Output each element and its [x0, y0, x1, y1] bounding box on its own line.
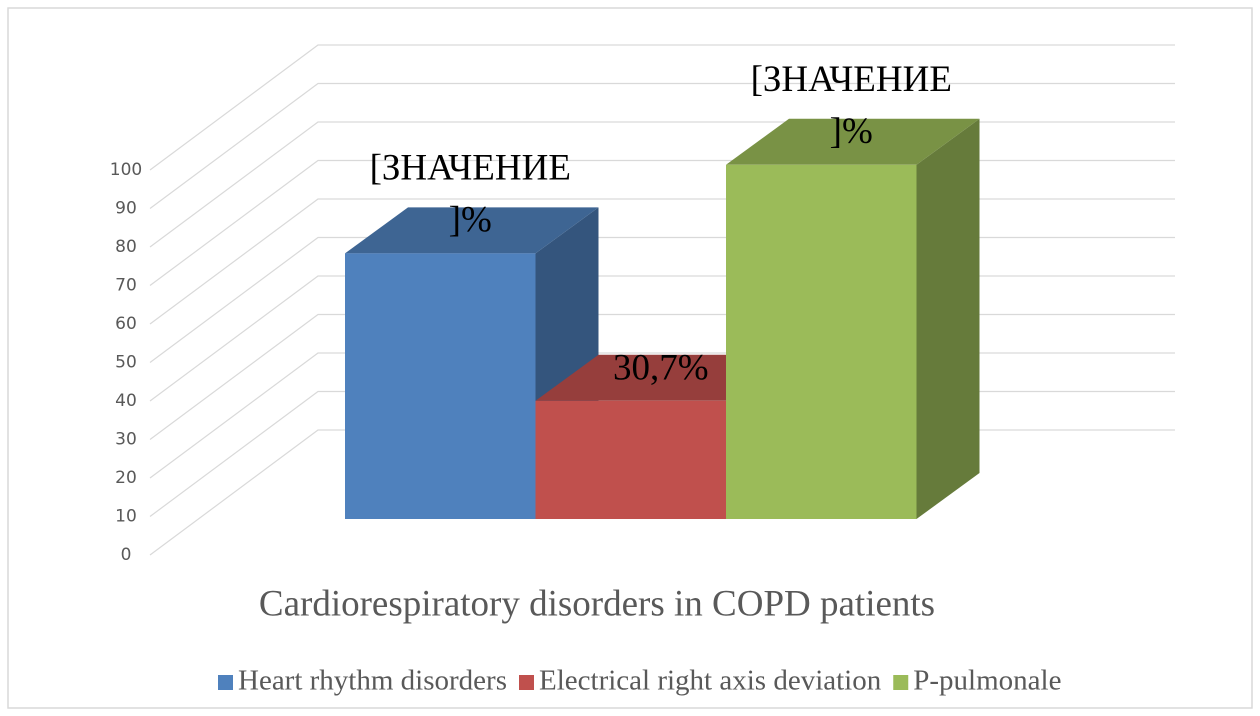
y-tick-label: 90	[115, 199, 137, 219]
data-label-line: ]%	[830, 111, 873, 152]
bar-front	[535, 400, 726, 519]
bar	[726, 118, 980, 520]
y-tick-label: 40	[115, 391, 137, 411]
category-label: Cardiorespiratory disorders in COPD pati…	[259, 583, 935, 624]
legend-swatch	[893, 675, 909, 690]
y-tick-label: 60	[115, 314, 137, 334]
y-tick-label: 20	[115, 468, 137, 488]
y-tick-label: 50	[115, 353, 137, 373]
data-label: 30,7%	[613, 347, 709, 388]
legend-swatch	[519, 675, 534, 690]
bar-top	[726, 118, 980, 165]
bar-front	[345, 253, 536, 519]
data-label-line: [ЗНАЧЕНИЕ	[751, 59, 952, 100]
bar-top	[535, 354, 789, 401]
grid-line	[149, 44, 1175, 171]
legend-label: Heart rhythm disorders	[238, 665, 507, 697]
y-tick-label: 10	[115, 507, 137, 527]
data-label-line: [ЗНАЧЕНИЕ	[370, 148, 571, 189]
grid-line	[149, 82, 1175, 209]
data-label: [ЗНАЧЕНИЕ]%	[751, 59, 952, 152]
y-tick-label: 0	[121, 545, 132, 565]
data-label: [ЗНАЧЕНИЕ]%	[370, 148, 571, 241]
legend-label: Electrical right axis deviation	[539, 665, 882, 697]
y-tick-label: 80	[115, 237, 137, 257]
y-tick-label: 30	[115, 430, 137, 450]
bar-front	[726, 164, 917, 520]
bar-side	[916, 118, 980, 520]
legend-label: P-pulmonale	[913, 665, 1061, 697]
y-tick-label: 70	[115, 276, 137, 296]
data-label-line: ]%	[449, 200, 492, 241]
legend-swatch	[218, 675, 233, 690]
y-tick-label: 100	[110, 160, 142, 180]
bar-top	[345, 207, 599, 254]
